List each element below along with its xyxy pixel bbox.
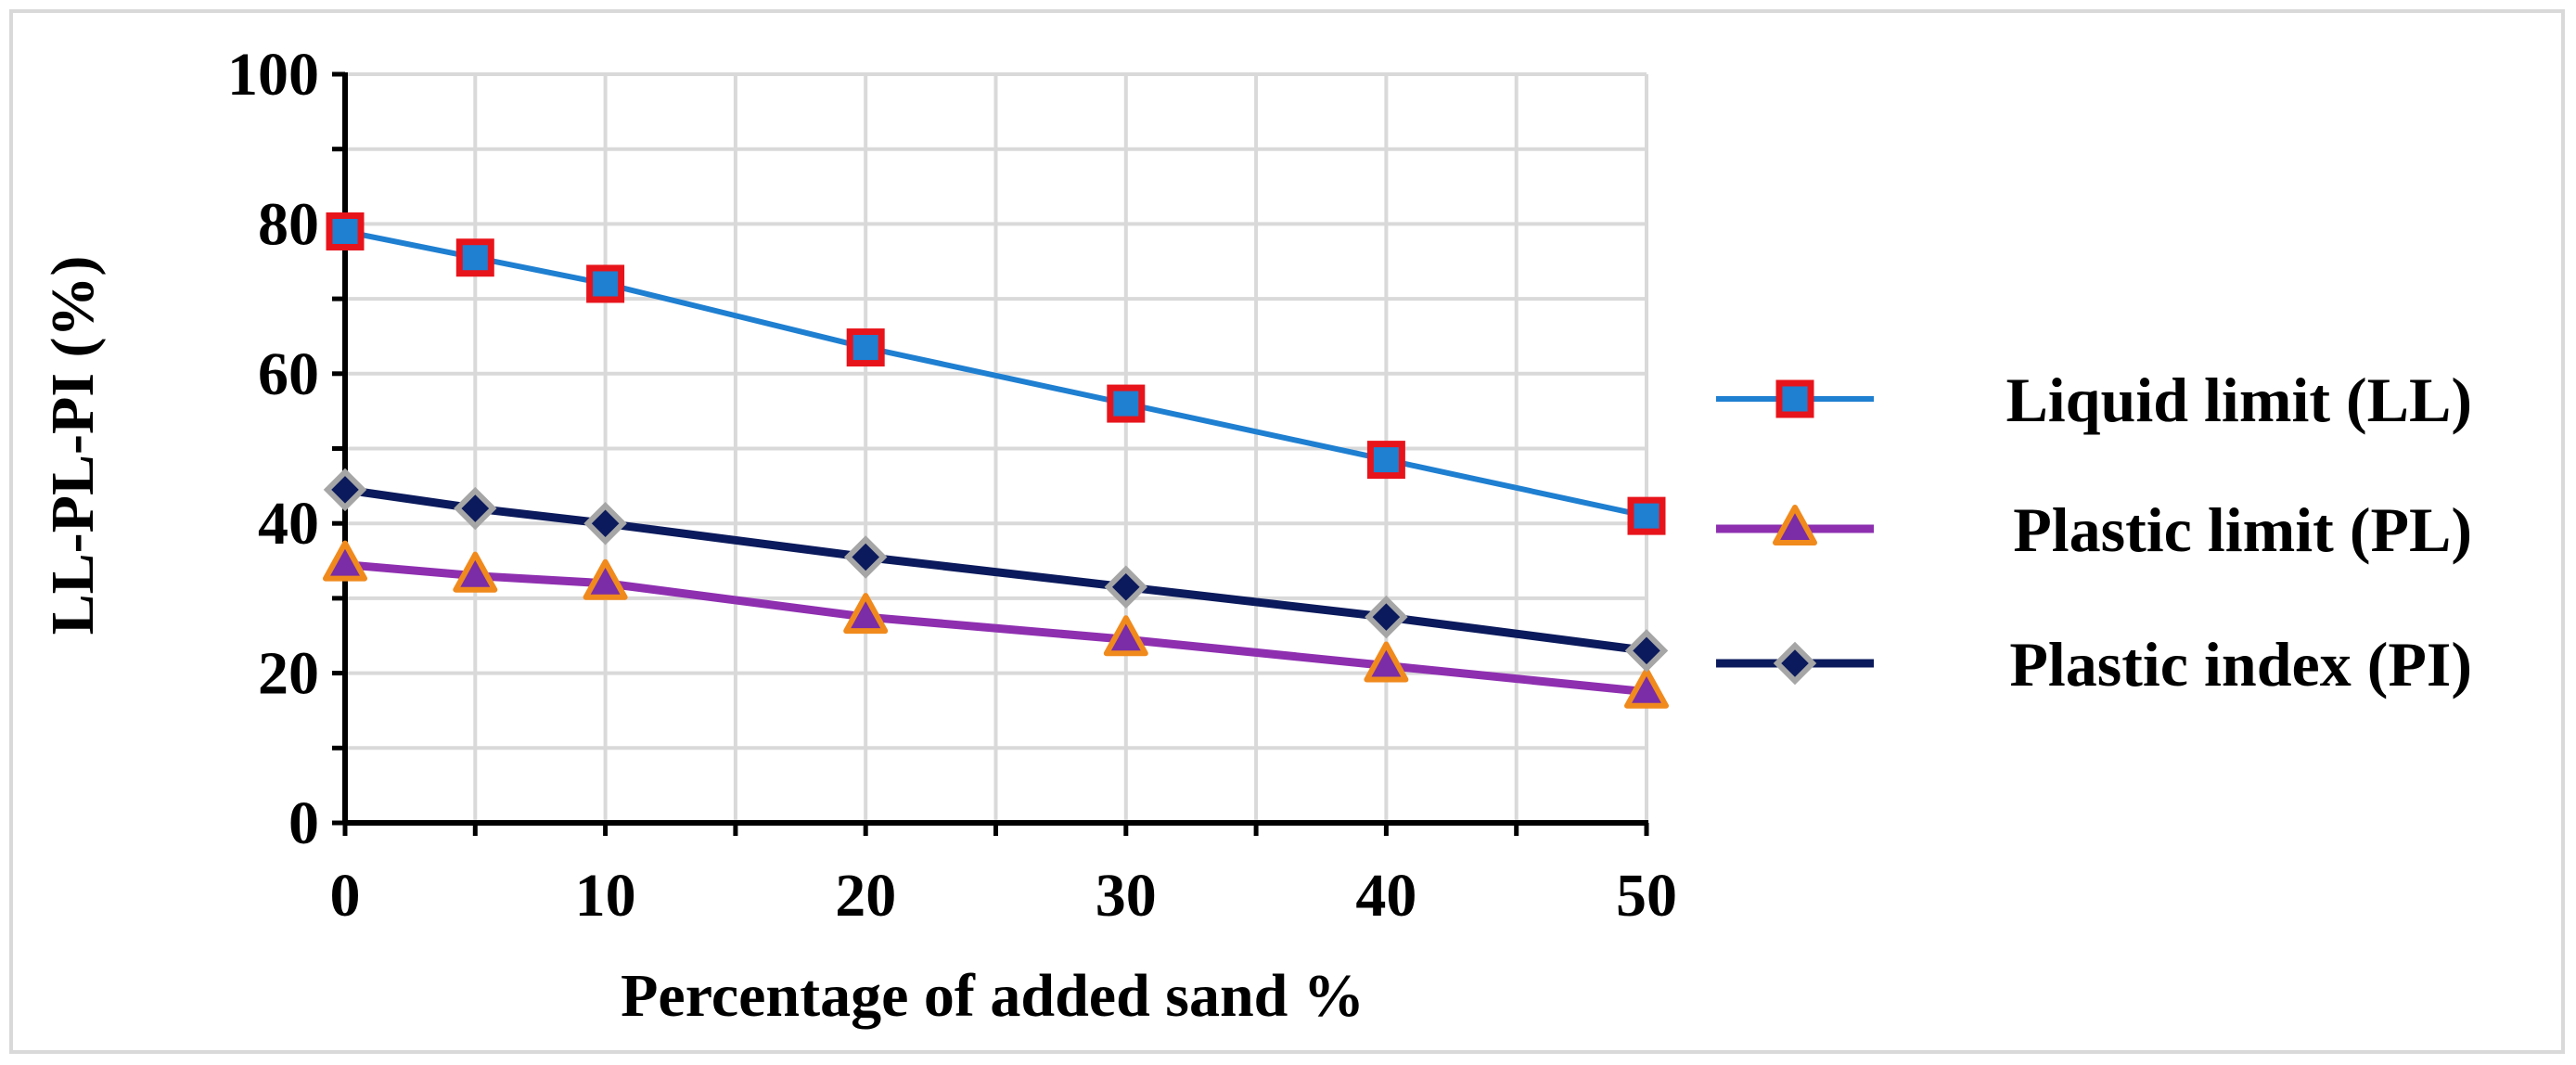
data-point [846, 328, 885, 367]
data-point [323, 540, 367, 582]
chart-frame [9, 9, 2565, 1054]
x-tick-label: 40 [1355, 862, 1416, 930]
legend-marker [1775, 379, 1814, 418]
y-tick-label: 80 [258, 190, 319, 258]
data-point [1624, 629, 1669, 673]
x-tick-label: 30 [1096, 862, 1157, 930]
data-point [843, 593, 889, 635]
data-point [1107, 384, 1146, 423]
data-point [326, 212, 365, 250]
data-point [583, 501, 627, 545]
x-tick-label: 10 [575, 862, 636, 930]
x-tick-label: 50 [1616, 862, 1677, 930]
data-point [1627, 496, 1666, 535]
y-tick-label: 20 [258, 640, 319, 708]
data-point [453, 551, 498, 593]
y-tick-label: 60 [258, 340, 319, 408]
grid-lines [345, 72, 1648, 823]
legend-label: Plastic limit (PL) [2013, 494, 2472, 565]
series-plastic-limit [323, 540, 1669, 709]
legend-marker [1773, 505, 1817, 545]
legend-label: Liquid limit (LL) [2006, 365, 2472, 435]
legend-label: Plastic index (PI) [2009, 629, 2472, 699]
data-point [1104, 565, 1148, 609]
y-axis-title: LL-PL-PI (%) [39, 256, 107, 635]
data-point [1364, 641, 1409, 683]
y-tick-label: 40 [258, 490, 319, 558]
legend-marker [1773, 641, 1817, 686]
data-point [843, 535, 888, 579]
series-group [323, 212, 1669, 709]
data-point [586, 264, 625, 303]
x-tick-label: 0 [330, 862, 361, 930]
tick-labels: 0 20 40 60 80 100 0 10 20 30 40 50 [227, 41, 1677, 930]
y-tick-label: 100 [227, 41, 319, 109]
series-plastic-index [323, 468, 1669, 673]
data-point [583, 558, 628, 600]
series-liquid-limit [326, 212, 1666, 535]
data-point [454, 486, 497, 531]
data-point [455, 238, 494, 277]
legend: Liquid limit (LL) Plastic limit (PL) Plast… [1716, 365, 2472, 699]
data-point [323, 468, 367, 512]
data-point [1624, 667, 1669, 709]
data-point [1366, 441, 1405, 480]
axes [332, 71, 1649, 836]
data-point [1103, 615, 1148, 657]
y-tick-label: 0 [288, 789, 319, 857]
x-axis-title: Percentage of added sand % [621, 962, 1365, 1030]
x-tick-label: 20 [835, 862, 896, 930]
data-point [1365, 595, 1408, 639]
